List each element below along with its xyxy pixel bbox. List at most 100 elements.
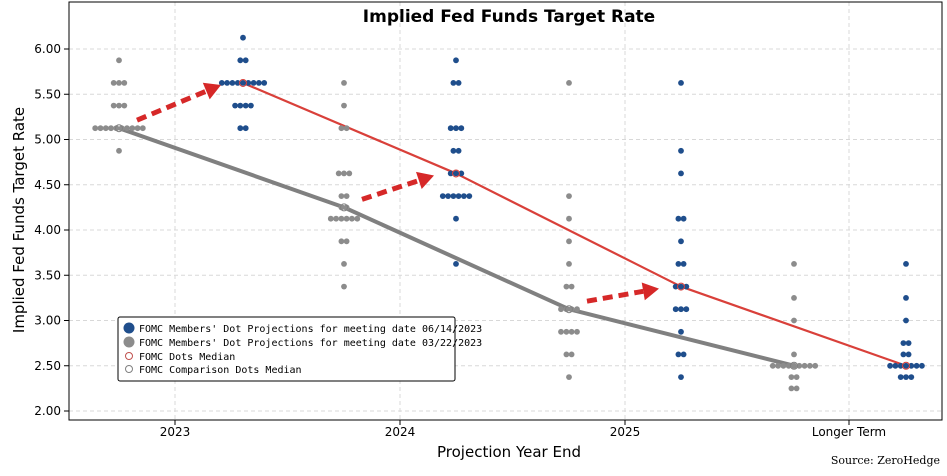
legend-march-label: FOMC Members' Dot Projections for meetin… <box>139 338 482 349</box>
june-dot <box>900 351 907 358</box>
march-dot <box>558 328 564 335</box>
march-dot <box>566 80 572 86</box>
march-dot <box>116 57 122 64</box>
june-dot <box>248 102 254 109</box>
june-dot <box>224 80 231 86</box>
march-dot <box>563 283 570 290</box>
june-dot <box>887 362 893 369</box>
june-dot <box>908 374 915 380</box>
june-dot <box>678 147 684 154</box>
march-dot <box>343 125 350 132</box>
comparison-median-line-marker <box>340 203 348 212</box>
march-dot <box>566 374 572 380</box>
june-dot <box>900 340 907 346</box>
march-dot <box>134 125 141 132</box>
march-dot <box>780 362 787 369</box>
june-dot <box>455 80 462 86</box>
june-dot <box>242 125 249 132</box>
march-dot <box>566 261 572 267</box>
june-dot <box>234 80 241 86</box>
march-dot <box>349 215 355 222</box>
march-dot <box>574 306 580 313</box>
march-dot <box>354 215 361 222</box>
june-dot <box>256 80 262 86</box>
march-dot <box>775 362 781 369</box>
march-dot <box>102 125 109 132</box>
march-dot <box>566 238 572 245</box>
march-dot <box>346 170 353 177</box>
june-dot <box>672 283 679 290</box>
june-dot <box>892 362 899 369</box>
legend-comparison-ring-icon <box>125 365 133 373</box>
march-dot <box>341 283 347 290</box>
comparison-median-line-marker <box>565 305 573 314</box>
march-dot <box>801 362 808 369</box>
median-lines <box>118 81 907 368</box>
march-dot <box>333 215 339 222</box>
march-dot <box>568 328 575 335</box>
march-dot <box>566 193 572 200</box>
x-tick-label: Longer Term <box>812 425 886 439</box>
march-dot <box>563 351 570 358</box>
june-dot <box>678 374 684 380</box>
y-tick-label: 6.00 <box>34 42 61 56</box>
y-axis-label: Implied Fed Funds Target Rate <box>10 107 28 333</box>
june-dot <box>245 80 252 86</box>
march-dot <box>121 102 128 109</box>
june-dot <box>675 261 682 267</box>
june-dot <box>447 125 454 132</box>
march-dot <box>335 170 342 177</box>
march-dot <box>129 125 136 132</box>
y-tick-label: 2.00 <box>34 404 61 418</box>
x-axis-label: Projection Year End <box>437 443 581 461</box>
june-dot <box>905 340 912 346</box>
june-dot <box>237 125 244 132</box>
june-dot <box>229 80 236 86</box>
march-dot <box>791 362 797 369</box>
trend-arrow-head <box>202 82 221 100</box>
june-dot <box>450 80 457 86</box>
x-ticks: 2023 2024 2025 Longer Term <box>160 420 886 439</box>
june-dot <box>680 261 687 267</box>
march-dot <box>338 238 345 245</box>
june-dot <box>905 351 912 358</box>
march-dot <box>566 215 572 222</box>
june-dot <box>447 170 454 177</box>
june-dot <box>680 215 687 222</box>
june-dot <box>261 80 268 86</box>
march-dot <box>110 102 117 109</box>
june-dot <box>675 351 682 358</box>
june-dot <box>675 215 682 222</box>
march-dot <box>124 125 130 132</box>
june-dot <box>453 57 459 64</box>
source-note: Source: ZeroHedge <box>831 454 940 467</box>
june-dot <box>919 362 925 369</box>
june-dot <box>450 147 457 154</box>
march-dot <box>568 351 575 358</box>
march-dot <box>139 125 146 132</box>
march-dot <box>568 283 575 290</box>
june-dot <box>453 125 459 132</box>
legend-box <box>117 316 456 382</box>
june-dot <box>237 102 244 109</box>
grid <box>69 2 942 420</box>
march-dot <box>769 362 776 369</box>
june-dot <box>232 102 239 109</box>
june-dot <box>678 238 684 245</box>
march-dot <box>118 125 125 132</box>
june-dot <box>908 362 915 369</box>
y-tick-label: 4.00 <box>34 223 61 237</box>
march-dot <box>791 261 797 267</box>
june-dot <box>455 193 462 200</box>
march-dot <box>97 125 104 132</box>
june-dot <box>458 125 465 132</box>
march-dot <box>791 351 797 358</box>
y-ticks: 2.00 2.50 3.00 3.50 4.00 4.50 5.00 5.50 6.00 <box>34 42 69 418</box>
june-dot <box>680 351 687 358</box>
median-line-marker <box>452 169 460 178</box>
june-dot <box>458 170 465 177</box>
june-dot <box>461 193 467 200</box>
march-dot <box>338 193 345 200</box>
june-dot <box>453 215 459 222</box>
march-dot <box>338 215 345 222</box>
